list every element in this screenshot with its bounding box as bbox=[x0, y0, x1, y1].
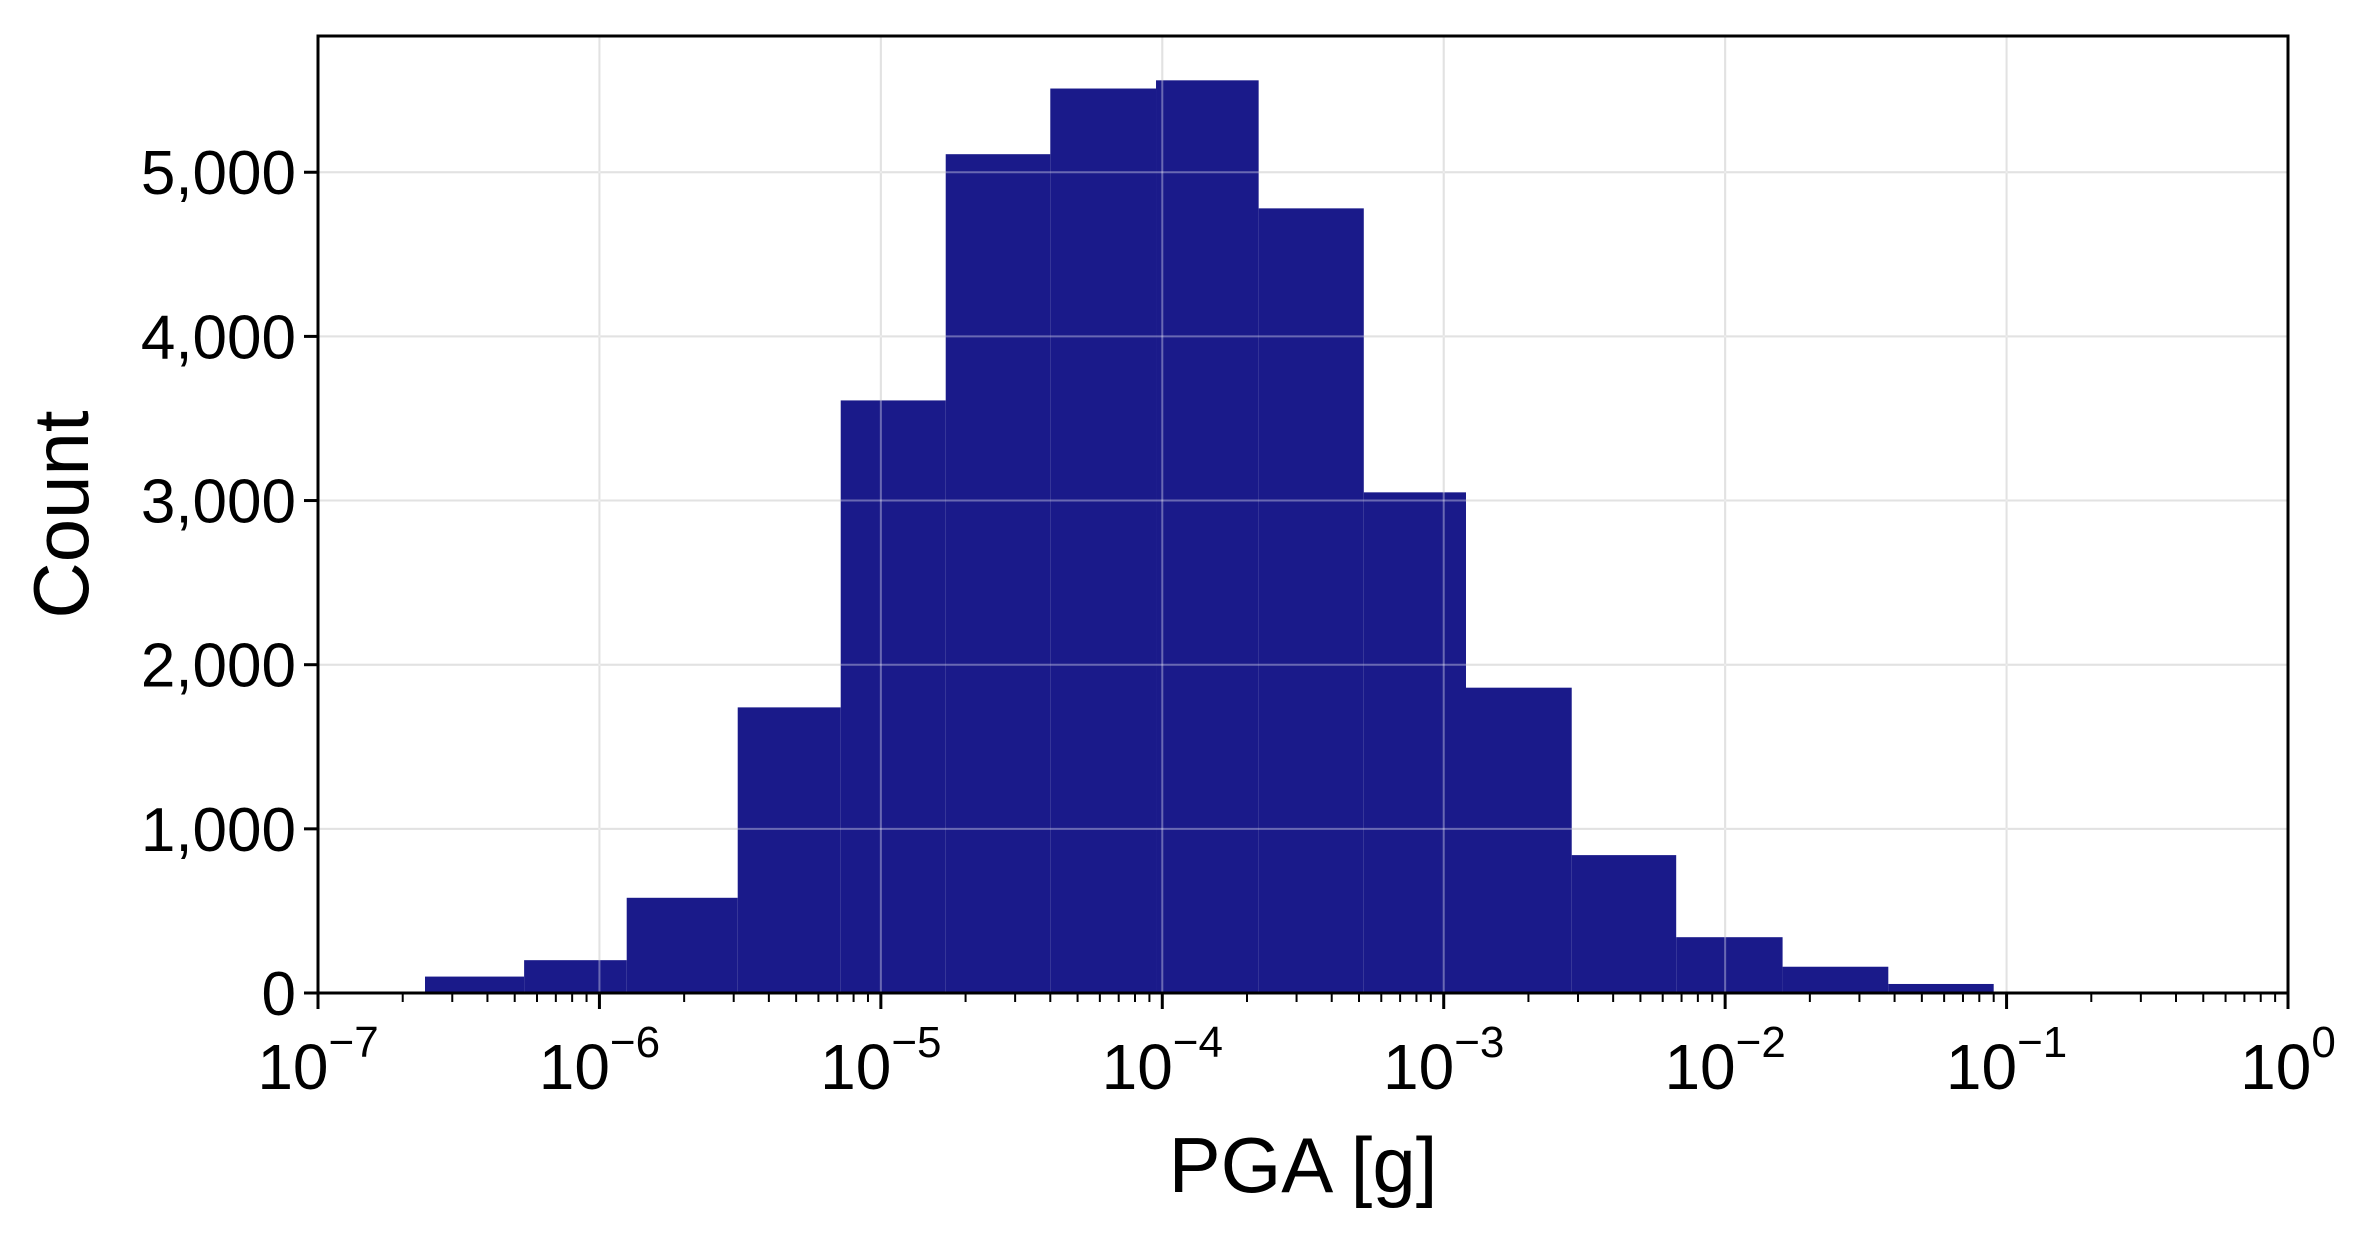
x-axis-title: PGA [g] bbox=[1169, 1121, 1438, 1209]
x-tick-label: 100 bbox=[2240, 1018, 2336, 1103]
histogram-bar bbox=[1782, 966, 1889, 993]
x-tick-label-exponent: −3 bbox=[1454, 1018, 1504, 1067]
y-tick-label: 2,000 bbox=[141, 632, 296, 701]
histogram-bar bbox=[524, 960, 627, 993]
x-tick-label-base: 10 bbox=[2240, 1031, 2311, 1103]
histogram-bar bbox=[737, 707, 841, 993]
x-tick-label-base: 10 bbox=[1383, 1031, 1454, 1103]
histogram-bar bbox=[1363, 492, 1466, 993]
histogram-bar bbox=[1156, 80, 1259, 994]
x-tick-label: 10−7 bbox=[257, 1018, 378, 1103]
x-tick-label-exponent: −1 bbox=[2017, 1018, 2067, 1067]
x-tick-label-base: 10 bbox=[1102, 1031, 1173, 1103]
histogram-bar bbox=[425, 976, 525, 993]
y-tick-label: 4,000 bbox=[141, 303, 296, 372]
histogram-bar bbox=[1676, 937, 1783, 993]
y-tick-label: 1,000 bbox=[141, 796, 296, 865]
x-tick-label-exponent: 0 bbox=[2311, 1018, 2335, 1067]
x-tick-label: 10−6 bbox=[539, 1018, 660, 1103]
x-tick-label-exponent: −5 bbox=[891, 1018, 941, 1067]
x-tick-label-exponent: −2 bbox=[1736, 1018, 1786, 1067]
x-tick-label-exponent: −7 bbox=[329, 1018, 379, 1067]
y-tick-label: 3,000 bbox=[141, 468, 296, 537]
histogram-bar bbox=[840, 400, 946, 993]
y-axis-title: Count bbox=[17, 410, 105, 618]
x-tick-label: 10−1 bbox=[1946, 1018, 2067, 1103]
plot-frame bbox=[316, 34, 2290, 995]
x-tick-label-exponent: −6 bbox=[610, 1018, 660, 1067]
histogram-bar bbox=[1050, 88, 1157, 993]
x-tick-label: 10−2 bbox=[1664, 1018, 1785, 1103]
x-tick-label-base: 10 bbox=[820, 1031, 891, 1103]
y-tick-label: 5,000 bbox=[141, 139, 296, 208]
x-tick-label-base: 10 bbox=[257, 1031, 328, 1103]
x-tick-label-base: 10 bbox=[539, 1031, 610, 1103]
x-tick-label-base: 10 bbox=[1664, 1031, 1735, 1103]
histogram-bar bbox=[945, 154, 1051, 994]
axis-ticks: 10−7 10−6 10−5 10−4 10−3 10−2 10−1 10001,0002,0… bbox=[141, 139, 2336, 1103]
histogram-bar bbox=[1258, 208, 1364, 993]
x-tick-label: 10−3 bbox=[1383, 1018, 1504, 1103]
histogram-bar bbox=[1571, 855, 1677, 993]
y-tick-label: 0 bbox=[262, 960, 296, 1029]
x-tick-label: 10−4 bbox=[1102, 1018, 1223, 1103]
x-tick-label-base: 10 bbox=[1946, 1031, 2017, 1103]
histogram-bar bbox=[626, 897, 738, 993]
histogram-bar bbox=[1465, 687, 1572, 993]
x-tick-label-exponent: −4 bbox=[1173, 1018, 1223, 1067]
histogram-bars bbox=[317, 36, 2289, 994]
x-tick-label: 10−5 bbox=[820, 1018, 941, 1103]
histogram-bar bbox=[1888, 983, 1994, 993]
